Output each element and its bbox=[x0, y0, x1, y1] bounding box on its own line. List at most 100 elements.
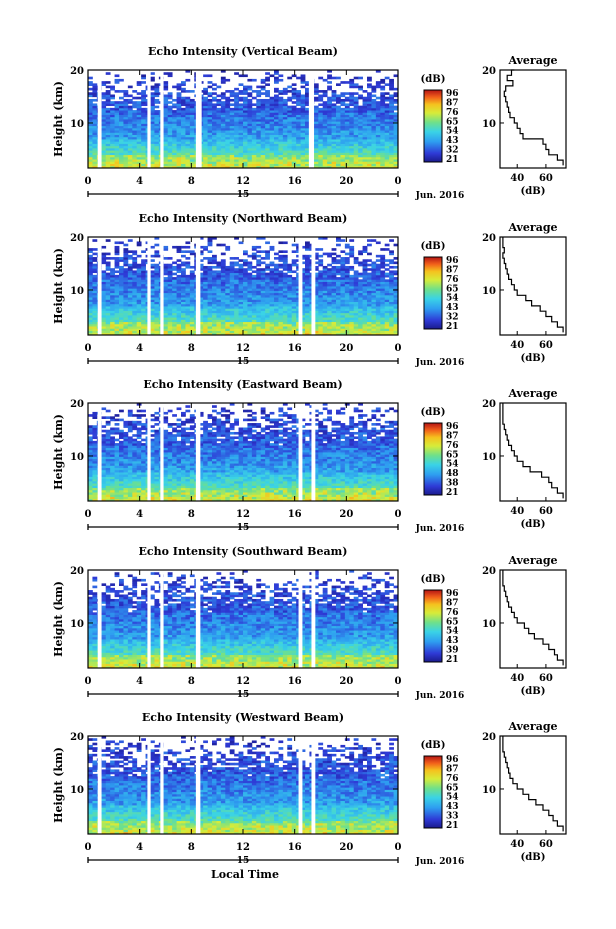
colorbar-tick-label: 21 bbox=[446, 322, 459, 332]
colorbar-tick-label: 54 bbox=[446, 627, 459, 637]
average-frame bbox=[499, 569, 567, 669]
average-title: Average bbox=[507, 54, 557, 67]
y-tick-label: 10 bbox=[70, 452, 84, 463]
average-x-tick: 60 bbox=[539, 173, 553, 184]
colorbar-tick-label: 87 bbox=[446, 431, 459, 441]
data-gap bbox=[195, 70, 202, 168]
average-profile: Average 40 60 10 20 (dB) bbox=[482, 387, 567, 530]
date-label: Jun. 2016 bbox=[415, 358, 465, 368]
colorbar-tick-label: 87 bbox=[446, 598, 459, 608]
panel-title: Echo Intensity (Vertical Beam) bbox=[148, 45, 338, 58]
average-frame bbox=[499, 236, 567, 336]
colorbar bbox=[423, 589, 443, 663]
data-gap bbox=[195, 403, 201, 501]
data-gap bbox=[97, 237, 102, 335]
average-x-tick: 60 bbox=[539, 340, 553, 351]
day-label: 15 bbox=[237, 856, 250, 866]
average-x-tick: 60 bbox=[539, 673, 553, 684]
heatmap-cells bbox=[88, 736, 399, 835]
data-gap bbox=[195, 736, 201, 834]
y-axis-label: Height (km) bbox=[52, 414, 65, 490]
colorbar-tick-label: 32 bbox=[446, 146, 459, 156]
average-frame bbox=[499, 402, 567, 502]
panel-3: Echo Intensity (Eastward Beam) 10 20 Height… bbox=[52, 378, 567, 534]
data-gap bbox=[298, 736, 303, 834]
panel-title: Echo Intensity (Westward Beam) bbox=[142, 711, 344, 724]
heatmap-cells bbox=[88, 570, 399, 669]
date-label: Jun. 2016 bbox=[415, 191, 465, 201]
data-gap bbox=[97, 70, 102, 168]
panel-2: Echo Intensity (Northward Beam) 10 20 Heigh… bbox=[52, 212, 567, 368]
y-tick-label: 10 bbox=[70, 785, 84, 796]
x-tick-label: 12 bbox=[236, 176, 250, 187]
average-x-label: (dB) bbox=[521, 686, 546, 697]
average-x-label: (dB) bbox=[521, 186, 546, 197]
colorbar-tick-label: 96 bbox=[446, 89, 459, 99]
x-tick-label: 0 bbox=[395, 509, 402, 520]
colorbar-tick-label: 43 bbox=[446, 303, 459, 313]
x-tick-label: 4 bbox=[136, 842, 143, 853]
x-tick-label: 0 bbox=[85, 676, 92, 687]
colorbar-tick-label: 48 bbox=[446, 469, 459, 479]
panel-title: Echo Intensity (Northward Beam) bbox=[139, 212, 348, 225]
colorbar-tick-label: 65 bbox=[446, 450, 459, 460]
data-gap bbox=[160, 403, 164, 501]
average-title: Average bbox=[507, 720, 557, 733]
colorbar-tick-label: 21 bbox=[446, 488, 459, 498]
x-tick-label: 4 bbox=[136, 176, 143, 187]
average-x-tick: 40 bbox=[510, 839, 524, 850]
colorbar-unit: (dB) bbox=[421, 241, 446, 252]
colorbar-tick-label: 54 bbox=[446, 793, 459, 803]
y-axis-label: Height (km) bbox=[52, 581, 65, 657]
colorbar-tick-label: 65 bbox=[446, 617, 459, 627]
colorbar-tick-label: 96 bbox=[446, 589, 459, 599]
colorbar-tick-label: 54 bbox=[446, 294, 459, 304]
x-tick-label: 0 bbox=[395, 176, 402, 187]
average-frame bbox=[499, 735, 567, 835]
average-x-tick: 40 bbox=[510, 340, 524, 351]
colorbar-tick-label: 87 bbox=[446, 764, 459, 774]
x-tick-label: 16 bbox=[288, 842, 302, 853]
average-y-tick: 10 bbox=[482, 119, 496, 130]
colorbar-tick-label: 76 bbox=[446, 608, 459, 618]
x-tick-label: 4 bbox=[136, 343, 143, 354]
x-tick-label: 20 bbox=[339, 509, 353, 520]
data-gap bbox=[195, 237, 201, 335]
x-tick-label: 0 bbox=[85, 509, 92, 520]
colorbar-unit: (dB) bbox=[421, 740, 446, 751]
colorbar-tick-label: 65 bbox=[446, 117, 459, 127]
average-line bbox=[503, 69, 564, 166]
colorbar-tick-label: 21 bbox=[446, 821, 459, 831]
average-x-tick: 60 bbox=[539, 839, 553, 850]
colorbar bbox=[423, 755, 443, 829]
data-gap bbox=[97, 403, 102, 501]
data-gap bbox=[147, 237, 151, 335]
date-label: Jun. 2016 bbox=[415, 691, 465, 701]
average-y-tick: 10 bbox=[482, 619, 496, 630]
data-gap bbox=[147, 736, 151, 834]
average-profile: Average 40 60 10 20 (dB) bbox=[482, 221, 567, 364]
average-y-tick: 20 bbox=[482, 66, 496, 77]
data-gap bbox=[160, 70, 164, 168]
average-profile: Average 40 60 10 20 (dB) bbox=[482, 554, 567, 697]
colorbar-tick-label: 76 bbox=[446, 441, 459, 451]
x-tick-label: 0 bbox=[85, 343, 92, 354]
y-tick-label: 20 bbox=[70, 399, 84, 410]
day-label: 15 bbox=[237, 190, 250, 200]
data-gap bbox=[147, 403, 151, 501]
data-gap bbox=[195, 570, 201, 668]
x-axis-label: Local Time bbox=[211, 868, 279, 881]
panel-1: Echo Intensity (Vertical Beam) 10 20 Height… bbox=[52, 45, 567, 201]
colorbar-tick-label: 65 bbox=[446, 783, 459, 793]
colorbar-tick-label: 43 bbox=[446, 136, 459, 146]
heatmap-cells bbox=[88, 237, 399, 336]
x-tick-label: 0 bbox=[395, 842, 402, 853]
x-tick-label: 20 bbox=[339, 676, 353, 687]
colorbar-tick-label: 96 bbox=[446, 422, 459, 432]
colorbar-tick-label: 87 bbox=[446, 265, 459, 275]
x-tick-label: 20 bbox=[339, 842, 353, 853]
data-gap bbox=[311, 403, 316, 501]
average-y-tick: 20 bbox=[482, 399, 496, 410]
heatmap-cells bbox=[88, 70, 399, 169]
colorbar-tick-label: 21 bbox=[446, 655, 459, 665]
